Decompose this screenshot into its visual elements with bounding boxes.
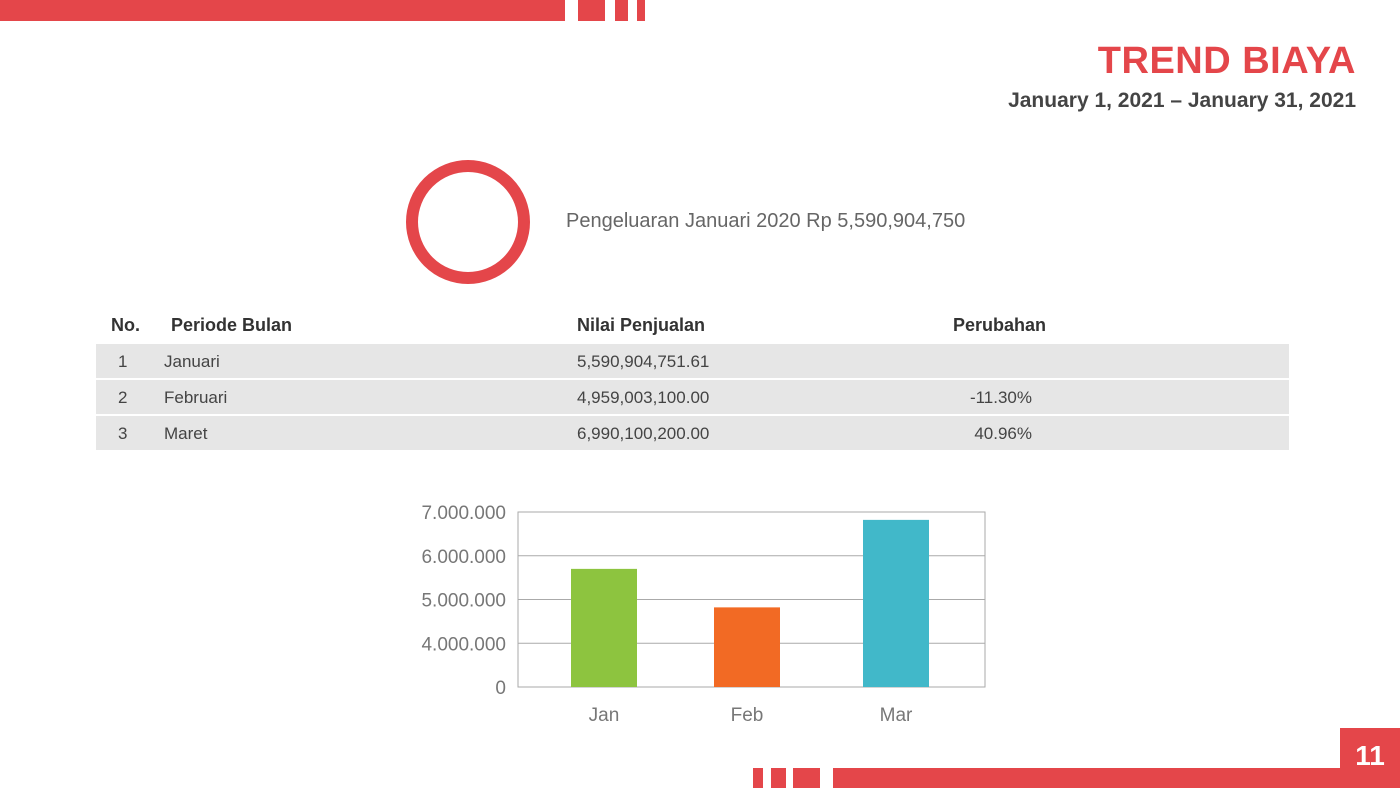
top-block (615, 0, 628, 21)
page-number: 11 (1340, 728, 1400, 788)
cell-value: 4,959,003,100.00 (577, 388, 710, 407)
top-bar (0, 0, 565, 21)
top-block (637, 0, 645, 21)
cell-change: 40.96% (974, 424, 1032, 443)
col-header-value: Nilai Penjualan (577, 315, 706, 335)
bar-jan (571, 568, 637, 687)
cell-period: Maret (164, 424, 208, 443)
summary-text: Pengeluaran Januari 2020 Rp 5,590,904,75… (566, 210, 966, 232)
bottom-block (753, 768, 763, 788)
x-tick-label: Jan (589, 705, 620, 726)
y-tick-label: 7.000.000 (421, 503, 506, 524)
cell-period: Januari (164, 352, 220, 371)
date-range: January 1, 2021 – January 31, 2021 (1008, 89, 1356, 112)
cell-no: 1 (118, 352, 128, 371)
cell-no: 2 (118, 388, 128, 407)
bottom-bar (833, 768, 1400, 788)
bottom-block (793, 768, 820, 788)
col-header-period: Periode Bulan (171, 315, 293, 335)
table-row: 3 Maret 6,990,100,200.00 40.96% (96, 416, 1289, 450)
table-row: 1 Januari 5,590,904,751.61 (96, 344, 1289, 378)
cell-period: Februari (164, 388, 228, 407)
bottom-block (771, 768, 786, 788)
y-tick-label: 4.000.000 (421, 634, 506, 655)
page-title: TREND BIAYA (1097, 40, 1356, 82)
top-block (578, 0, 605, 21)
cell-no: 3 (118, 424, 128, 443)
cell-value: 5,590,904,751.61 (577, 352, 710, 371)
cell-change: -11.30% (969, 388, 1032, 407)
bar-feb (714, 607, 780, 687)
bar-mar (863, 519, 929, 687)
x-tick-label: Mar (880, 705, 913, 726)
y-tick-label: 0 (495, 678, 506, 699)
table-row: 2 Februari 4,959,003,100.00 -11.30% (96, 380, 1289, 414)
y-tick-label: 6.000.000 (421, 547, 506, 568)
cell-value: 6,990,100,200.00 (577, 424, 710, 443)
x-tick-label: Feb (731, 705, 764, 726)
y-tick-label: 5.000.000 (421, 591, 506, 612)
col-header-change: Perubahan (953, 315, 1047, 335)
col-header-no: No. (111, 315, 140, 335)
